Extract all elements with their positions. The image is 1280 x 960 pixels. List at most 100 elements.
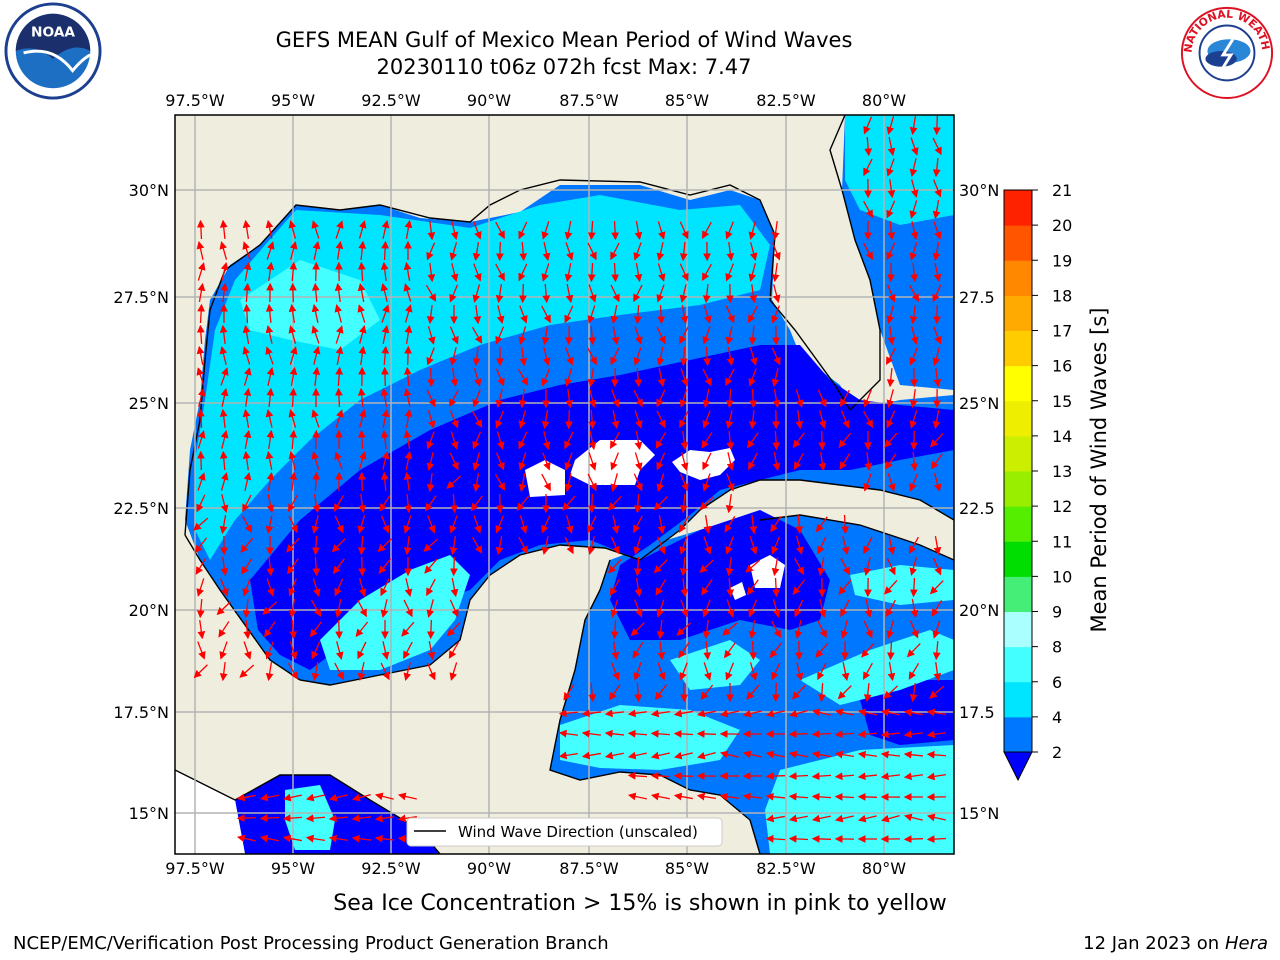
wind-wave-arrow	[656, 473, 665, 492]
wind-wave-arrow	[725, 305, 735, 324]
wind-wave-arrow	[817, 536, 827, 555]
wind-wave-arrow	[241, 558, 253, 575]
wind-wave-arrow	[220, 262, 229, 281]
wind-wave-arrow	[861, 642, 875, 658]
wind-wave-arrow	[726, 577, 735, 598]
wind-wave-arrow	[541, 410, 550, 430]
wind-wave-arrow	[426, 304, 435, 325]
lon-top-5: 85°W	[665, 91, 709, 110]
colorbar: 2 4 6 8 9 10 11 12 13 14 15 16 17 18 19 20 21	[1003, 181, 1072, 782]
wind-wave-arrow	[380, 387, 389, 407]
wind-wave-arrow	[610, 242, 620, 261]
wind-wave-arrow	[697, 751, 716, 760]
colorbar-segment	[1004, 190, 1032, 226]
wind-wave-arrow	[287, 662, 299, 680]
wind-wave-arrow	[886, 367, 895, 388]
wind-wave-arrow	[627, 771, 648, 780]
wind-wave-arrow	[680, 473, 689, 492]
lon-bottom-4: 87.5°W	[559, 859, 619, 878]
wind-wave-arrow	[932, 200, 941, 220]
wind-wave-arrow	[746, 579, 759, 596]
wind-wave-arrow	[265, 450, 274, 470]
wind-wave-arrow	[446, 621, 461, 637]
wind-wave-arrow	[633, 473, 643, 492]
wind-wave-arrow	[450, 221, 459, 240]
wind-wave-arrow	[748, 368, 757, 387]
wind-wave-arrow	[216, 601, 231, 616]
wind-wave-arrow	[611, 326, 620, 346]
lat-left-1: 27.5°N	[113, 288, 169, 307]
wind-wave-arrow	[886, 599, 896, 618]
wind-wave-arrow	[266, 578, 275, 597]
wind-wave-arrow	[656, 619, 665, 640]
wind-wave-arrow	[857, 730, 878, 739]
wind-wave-arrow	[519, 283, 527, 304]
wind-wave-arrow	[817, 620, 827, 639]
wind-wave-arrow	[358, 325, 367, 344]
wind-wave-arrow	[703, 346, 712, 367]
wind-wave-arrow	[427, 410, 436, 429]
wind-wave-arrow	[352, 793, 371, 802]
wind-wave-arrow	[282, 793, 302, 802]
wind-wave-arrow	[542, 347, 551, 366]
wind-wave-arrow	[542, 242, 551, 262]
wind-wave-arrow	[305, 814, 326, 823]
wind-wave-arrow	[633, 284, 643, 303]
wind-wave-arrow	[933, 326, 942, 345]
wind-wave-arrow	[701, 579, 713, 596]
wind-wave-arrow	[811, 730, 832, 739]
wind-wave-arrow	[611, 410, 620, 430]
wind-wave-arrow	[265, 324, 274, 344]
cyan-caribbean-5	[850, 565, 954, 605]
wind-wave-arrow	[219, 219, 228, 240]
wind-wave-arrow	[795, 409, 804, 430]
wind-wave-arrow	[196, 578, 205, 597]
wind-wave-arrow	[771, 220, 780, 241]
wind-wave-arrow	[655, 579, 667, 596]
wind-wave-arrow	[328, 834, 349, 843]
wind-wave-arrow	[610, 473, 619, 492]
wind-wave-arrow	[449, 389, 459, 408]
lat-left-5: 17.5°N	[113, 703, 169, 722]
wind-wave-arrow	[351, 814, 372, 823]
wind-wave-arrow	[904, 813, 923, 822]
wind-wave-arrow	[581, 709, 602, 718]
wind-wave-arrow	[655, 431, 667, 449]
wind-wave-arrow	[656, 326, 666, 345]
wind-wave-arrow	[473, 368, 482, 387]
wind-wave-arrow	[886, 158, 895, 177]
wind-wave-arrow	[446, 475, 462, 489]
wind-wave-arrow	[305, 834, 325, 843]
wind-wave-arrow	[312, 429, 320, 450]
wind-wave-arrow	[587, 473, 597, 492]
wind-wave-arrow	[903, 708, 923, 717]
wind-wave-arrow	[380, 283, 389, 302]
wind-wave-arrow	[381, 366, 389, 387]
wind-wave-arrow	[357, 515, 366, 534]
wind-wave-arrow	[611, 389, 620, 408]
wind-wave-arrow	[495, 452, 505, 471]
wind-wave-arrow	[473, 304, 482, 325]
wind-wave-arrow	[654, 684, 667, 701]
wind-wave-arrow	[611, 262, 620, 283]
wind-wave-arrow	[220, 367, 229, 386]
wind-wave-arrow	[656, 599, 665, 618]
wind-wave-arrow	[312, 366, 321, 387]
wind-wave-arrow	[609, 578, 621, 596]
wind-wave-arrow	[909, 388, 918, 409]
wind-wave-arrow	[633, 347, 642, 366]
wind-wave-arrow	[427, 515, 436, 534]
wind-wave-arrow	[604, 751, 624, 760]
wind-wave-arrow	[910, 137, 919, 156]
wind-wave-arrow	[288, 451, 297, 470]
wind-wave-arrow	[311, 325, 320, 344]
wind-wave-arrow	[450, 556, 458, 577]
wind-wave-arrow	[680, 452, 689, 471]
wind-wave-arrow	[312, 240, 321, 260]
wind-wave-arrow	[863, 682, 872, 703]
wind-wave-arrow	[286, 537, 300, 553]
wind-wave-arrow	[886, 410, 896, 429]
wind-wave-arrow	[197, 388, 206, 407]
wind-wave-arrow	[375, 792, 394, 801]
wind-wave-arrow	[745, 559, 761, 573]
